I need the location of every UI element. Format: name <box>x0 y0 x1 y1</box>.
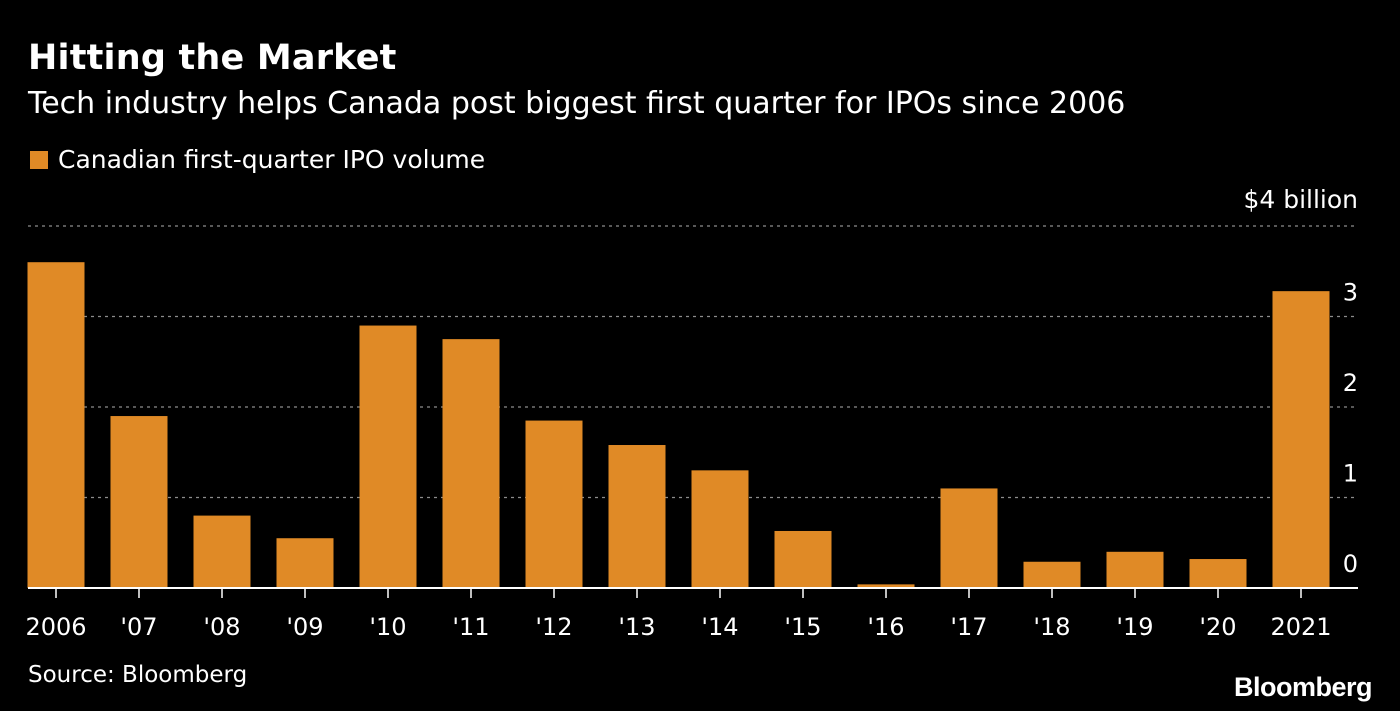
bar-14 <box>1189 559 1247 588</box>
bar-5 <box>442 339 500 588</box>
brand-logo: Bloomberg <box>1233 672 1373 702</box>
bar-15 <box>1272 291 1330 588</box>
x-tick-label-1: '07 <box>120 613 157 641</box>
bar-4 <box>359 325 417 588</box>
x-tick-label-0: 2006 <box>25 613 86 641</box>
x-tick-label-12: '18 <box>1033 613 1070 641</box>
legend: Canadian first-quarter IPO volume <box>30 145 485 174</box>
bar-6 <box>525 420 583 588</box>
y-tick-label-2: 2 <box>1343 369 1358 397</box>
y-tick-label-0: 0 <box>1343 550 1358 578</box>
bar-8 <box>691 470 749 588</box>
y-tick-label-3: 3 <box>1343 279 1358 307</box>
x-tick-label-2: '08 <box>203 613 240 641</box>
bar-12 <box>1023 561 1081 588</box>
bar-0 <box>27 262 85 588</box>
x-tick-label-6: '12 <box>535 613 572 641</box>
x-tick-label-14: '20 <box>1199 613 1236 641</box>
bar-7 <box>608 445 666 588</box>
bar-10 <box>857 584 915 588</box>
y-tick-label-1: 1 <box>1343 460 1358 488</box>
bar-11 <box>940 488 998 588</box>
x-tick-label-8: '14 <box>701 613 738 641</box>
x-tick-label-7: '13 <box>618 613 655 641</box>
bar-9 <box>774 530 832 588</box>
x-tick-label-13: '19 <box>1116 613 1153 641</box>
bar-2 <box>193 515 251 588</box>
chart-title: Hitting the Market <box>28 38 397 78</box>
bar-13 <box>1106 551 1164 588</box>
x-tick-label-10: '16 <box>867 613 904 641</box>
legend-swatch <box>30 150 48 169</box>
bar-1 <box>110 416 168 588</box>
chart-subtitle: Tech industry helps Canada post biggest … <box>28 86 1126 121</box>
x-tick-label-4: '10 <box>369 613 406 641</box>
x-tick-label-3: '09 <box>286 613 323 641</box>
source-note: Source: Bloomberg <box>28 662 248 688</box>
legend-label: Canadian first-quarter IPO volume <box>58 145 486 174</box>
y-tick-label-4: $4 billion <box>1243 185 1358 214</box>
x-tick-label-15: 2021 <box>1270 613 1331 641</box>
x-tick-label-11: '17 <box>950 613 987 641</box>
x-tick-label-9: '15 <box>784 613 821 641</box>
bar-3 <box>276 538 334 588</box>
x-tick-label-5: '11 <box>452 613 489 641</box>
